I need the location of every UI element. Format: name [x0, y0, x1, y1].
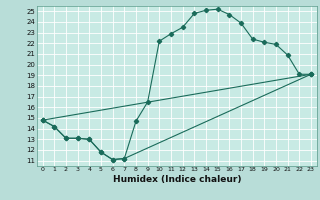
X-axis label: Humidex (Indice chaleur): Humidex (Indice chaleur) — [113, 175, 241, 184]
